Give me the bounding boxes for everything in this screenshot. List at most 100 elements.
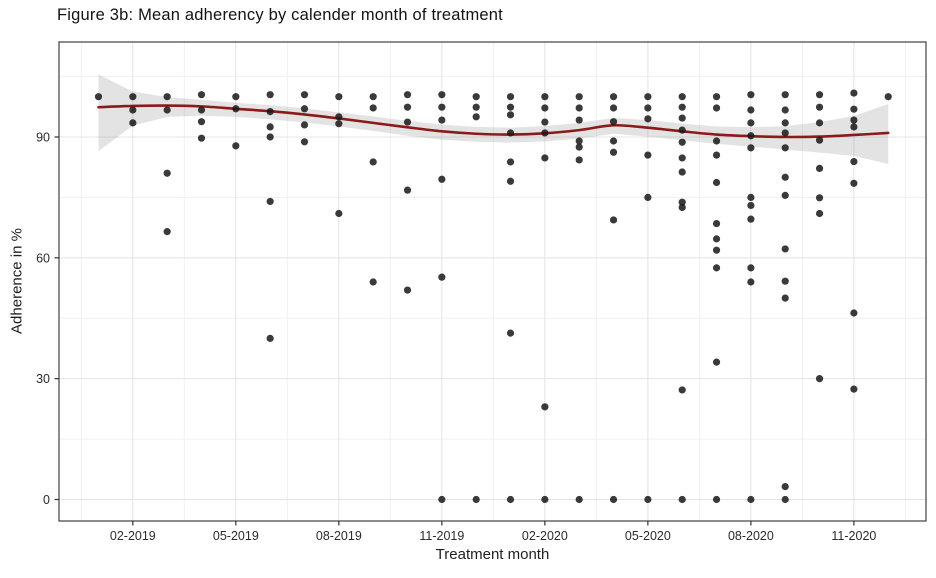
y-tick-label: 60 xyxy=(36,251,50,265)
scatter-point xyxy=(129,106,137,114)
scatter-point xyxy=(815,119,824,127)
scatter-point xyxy=(884,93,892,101)
scatter-point xyxy=(300,121,309,129)
scatter-point xyxy=(712,219,721,228)
scatter-point xyxy=(781,91,789,99)
scatter-point xyxy=(850,123,858,131)
scatter-point xyxy=(678,495,686,504)
scatter-point xyxy=(747,144,755,152)
scatter-point xyxy=(678,138,686,146)
scatter-point xyxy=(163,93,171,101)
scatter-point xyxy=(575,116,583,124)
scatter-point xyxy=(815,194,824,202)
scatter-point xyxy=(575,93,583,101)
scatter-point xyxy=(815,136,824,144)
scatter-point xyxy=(300,105,309,113)
scatter-point xyxy=(369,158,377,166)
scatter-point xyxy=(712,151,721,159)
scatter-point xyxy=(369,93,377,101)
scatter-point xyxy=(300,91,309,99)
scatter-point xyxy=(678,114,686,122)
scatter-point xyxy=(644,151,652,159)
scatter-point xyxy=(781,173,789,181)
scatter-point xyxy=(506,129,515,137)
scatter-point xyxy=(747,106,755,114)
scatter-point xyxy=(266,197,274,206)
scatter-point xyxy=(815,164,824,172)
scatter-point xyxy=(712,264,721,272)
y-axis-title: Adherence in % xyxy=(8,228,26,334)
scatter-point xyxy=(609,148,618,156)
x-tick-label: 02-2020 xyxy=(522,529,568,543)
scatter-point xyxy=(335,120,343,128)
scatter-point xyxy=(541,403,549,411)
scatter-point xyxy=(163,228,171,236)
scatter-point xyxy=(575,495,583,504)
scatter-point xyxy=(712,178,721,187)
scatter-point xyxy=(644,104,652,112)
scatter-point xyxy=(541,104,549,112)
scatter-point xyxy=(678,198,686,206)
scatter-point xyxy=(712,495,721,504)
scatter-point xyxy=(541,118,549,126)
scatter-point xyxy=(781,483,789,491)
scatter-point xyxy=(747,264,755,272)
scatter-point xyxy=(747,132,755,140)
x-axis-title: Treatment month xyxy=(435,546,550,563)
scatter-point xyxy=(163,106,171,114)
x-tick-label: 08-2019 xyxy=(316,529,362,543)
scatter-point xyxy=(266,108,274,116)
scatter-point xyxy=(266,133,274,141)
scatter-point xyxy=(781,144,789,152)
scatter-point xyxy=(575,143,583,151)
scatter-point xyxy=(644,115,652,123)
scatter-point xyxy=(678,103,686,111)
scatter-point xyxy=(335,113,343,121)
scatter-point xyxy=(781,245,789,253)
scatter-point xyxy=(747,278,755,286)
scatter-point xyxy=(369,278,377,286)
scatter-point xyxy=(815,103,824,111)
scatter-point xyxy=(644,193,652,201)
scatter-point xyxy=(266,123,274,131)
scatter-point xyxy=(815,209,824,218)
scatter-point xyxy=(678,154,686,162)
scatter-point xyxy=(781,191,789,199)
scatter-point xyxy=(197,106,206,114)
scatter-point xyxy=(850,89,858,97)
scatter-point xyxy=(403,91,412,99)
x-tick-label: 11-2019 xyxy=(419,529,464,543)
scatter-point xyxy=(232,142,240,150)
y-tick-label: 0 xyxy=(43,493,50,507)
scatter-point xyxy=(575,156,583,164)
scatter-point xyxy=(678,93,686,101)
scatter-point xyxy=(850,179,858,187)
scatter-point xyxy=(506,158,515,166)
scatter-point xyxy=(781,119,789,127)
scatter-point xyxy=(781,129,789,137)
scatter-point xyxy=(781,294,789,302)
scatter-point xyxy=(747,495,755,504)
scatter-point xyxy=(300,138,309,146)
scatter-point xyxy=(472,93,480,101)
scatter-point xyxy=(472,495,480,504)
scatter-point xyxy=(335,93,343,101)
scatter-point xyxy=(438,175,446,183)
scatter-point xyxy=(644,495,652,504)
scatter-point xyxy=(94,93,103,101)
scatter-point xyxy=(438,103,446,111)
scatter-point xyxy=(781,277,789,285)
scatter-point xyxy=(541,129,549,137)
scatter-point xyxy=(850,157,858,166)
x-tick-label: 08-2020 xyxy=(728,529,774,543)
chart-title: Figure 3b: Mean adherency by calender mo… xyxy=(57,6,503,24)
x-tick-label: 05-2020 xyxy=(625,529,671,543)
scatter-point xyxy=(541,495,549,504)
scatter-point xyxy=(747,91,755,99)
scatter-point xyxy=(506,495,515,504)
scatter-point xyxy=(815,91,824,99)
y-tick-label: 30 xyxy=(36,372,50,386)
scatter-point xyxy=(712,104,721,112)
